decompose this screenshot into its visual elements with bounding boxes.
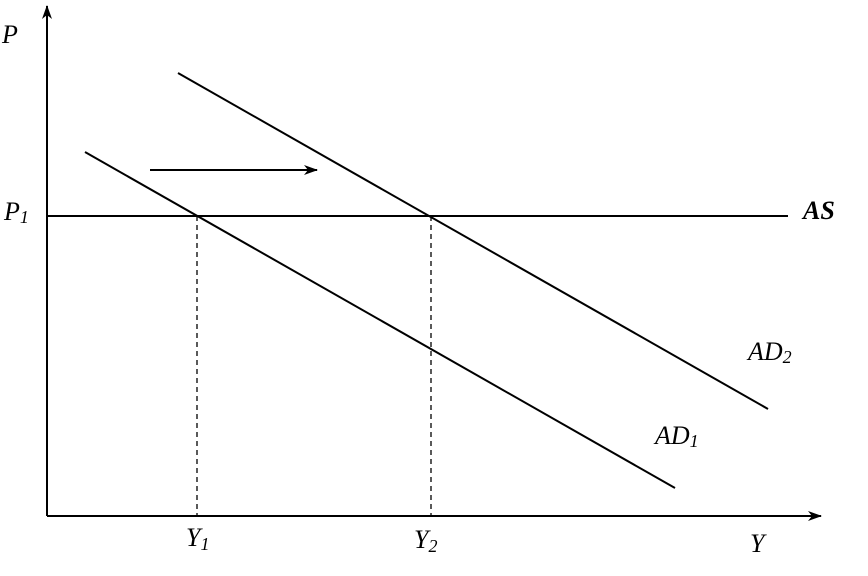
as-label: AS	[801, 196, 835, 225]
ad2-curve	[177, 72, 769, 410]
label-main: AD	[653, 421, 690, 450]
ad1-curve	[84, 151, 676, 489]
label-sub: 1	[690, 431, 699, 451]
x-axis-label: Y	[750, 529, 767, 558]
label-sub: 2	[783, 347, 792, 367]
price-level-label: P1	[3, 197, 29, 227]
ad1-label: AD1	[653, 421, 699, 451]
label-main: Y	[414, 525, 431, 554]
y1-label: Y1	[186, 523, 209, 554]
label-sub: 1	[200, 534, 209, 554]
label-main: Y	[186, 523, 203, 552]
y-axis-label: P	[1, 20, 18, 49]
label-sub: 2	[428, 536, 437, 556]
y2-label: Y2	[414, 525, 437, 556]
label-sub: 1	[20, 207, 29, 227]
label-main: P	[3, 197, 20, 226]
label-main: AD	[746, 337, 783, 366]
ad2-label: AD2	[746, 337, 792, 367]
